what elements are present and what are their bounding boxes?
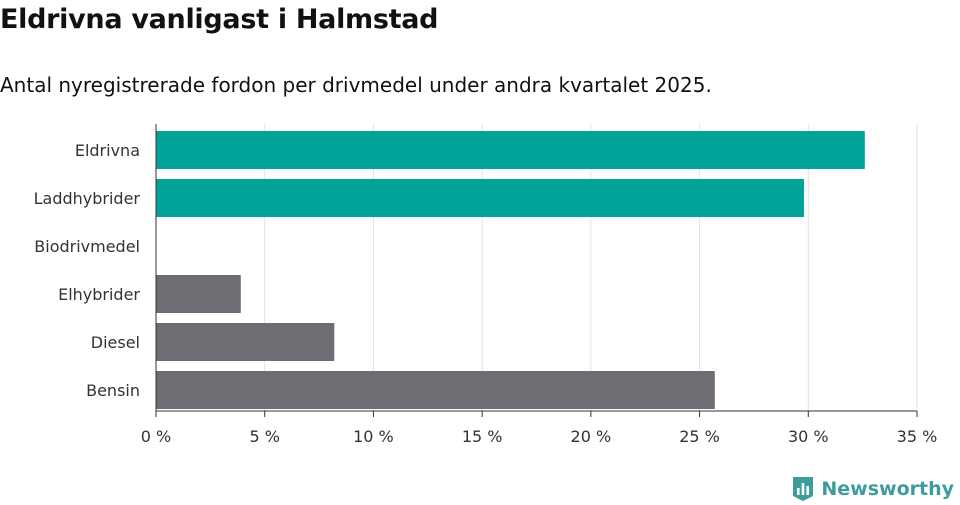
bar — [156, 179, 804, 217]
bar — [156, 275, 241, 313]
category-label: Biodrivmedel — [34, 237, 140, 256]
category-label: Laddhybrider — [34, 189, 141, 208]
brand-name: Newsworthy — [821, 478, 954, 500]
chart-subtitle: Antal nyregistrerade fordon per drivmede… — [0, 73, 712, 97]
x-tick-label: 15 % — [462, 427, 503, 446]
x-tick-label: 30 % — [788, 427, 829, 446]
x-tick-label: 10 % — [353, 427, 394, 446]
chart-title: Eldrivna vanligast i Halmstad — [0, 4, 439, 35]
bar — [156, 131, 865, 169]
category-label: Eldrivna — [75, 141, 140, 160]
category-label: Bensin — [86, 381, 140, 400]
newsworthy-logo-icon — [793, 477, 814, 501]
newsworthy-brand: Newsworthy — [791, 474, 954, 504]
category-label: Elhybrider — [58, 285, 140, 304]
x-tick-label: 5 % — [249, 427, 279, 446]
bar — [156, 371, 715, 409]
x-tick-label: 0 % — [141, 427, 171, 446]
x-tick-label: 20 % — [571, 427, 612, 446]
bar — [156, 323, 335, 361]
category-label: Diesel — [91, 333, 140, 352]
x-tick-label: 35 % — [897, 427, 938, 446]
x-tick-label: 25 % — [679, 427, 720, 446]
bar-chart: Eldrivna Laddhybrider Biodrivmedel Elhybrid… — [34, 124, 938, 446]
